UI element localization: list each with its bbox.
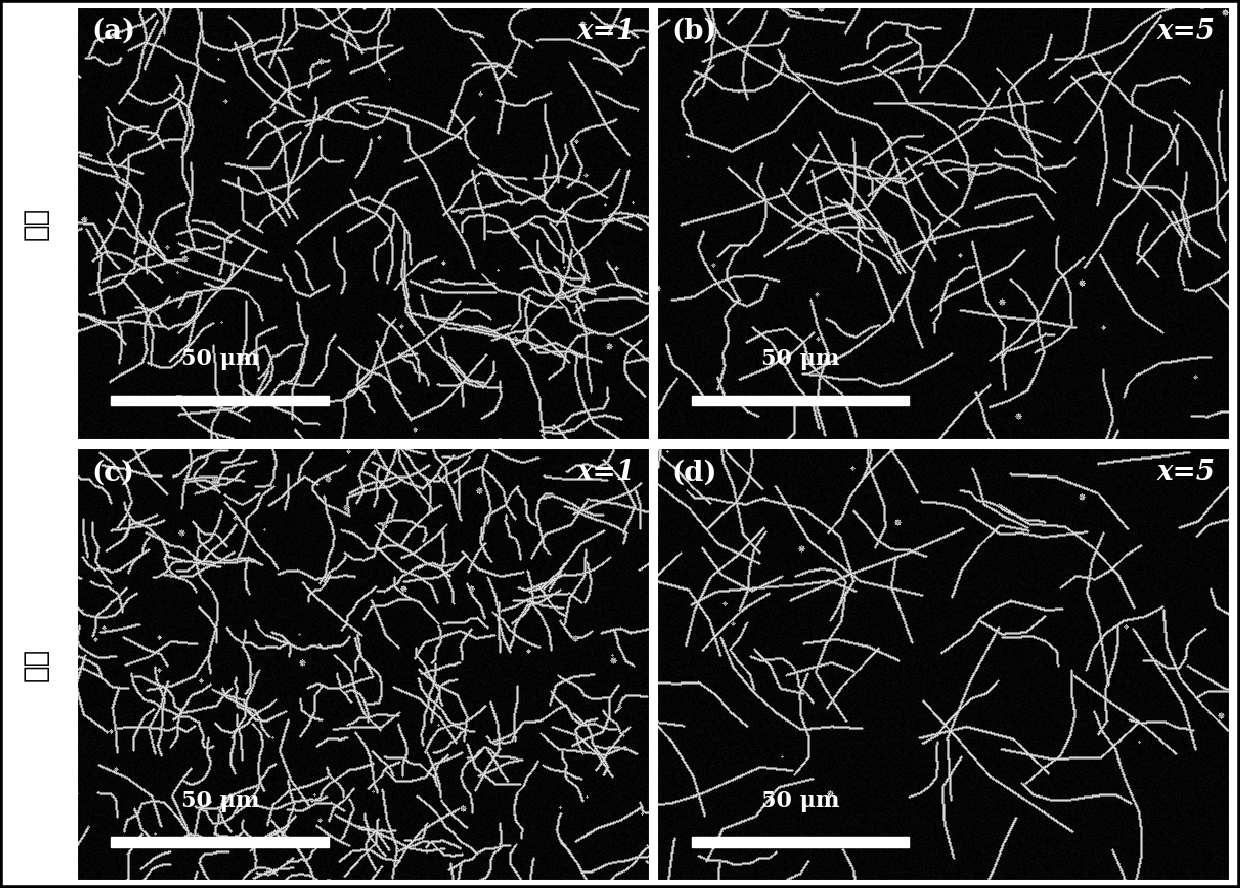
Bar [692, 837, 909, 847]
Text: x=1: x=1 [577, 459, 635, 487]
Text: (c): (c) [92, 459, 134, 487]
Text: x=5: x=5 [1157, 18, 1215, 45]
Text: 表面: 表面 [22, 207, 50, 240]
Text: (d): (d) [672, 459, 717, 487]
Text: (b): (b) [672, 18, 717, 45]
Bar [112, 396, 329, 406]
Text: x=1: x=1 [577, 18, 635, 45]
Bar [692, 396, 909, 406]
Text: 50 μm: 50 μm [761, 348, 839, 370]
Text: 50 μm: 50 μm [181, 789, 259, 812]
Text: x=5: x=5 [1157, 459, 1215, 487]
Text: (a): (a) [92, 18, 135, 45]
Text: 断面: 断面 [22, 648, 50, 681]
Text: 50 μm: 50 μm [761, 789, 839, 812]
Bar [112, 837, 329, 847]
Text: 50 μm: 50 μm [181, 348, 259, 370]
